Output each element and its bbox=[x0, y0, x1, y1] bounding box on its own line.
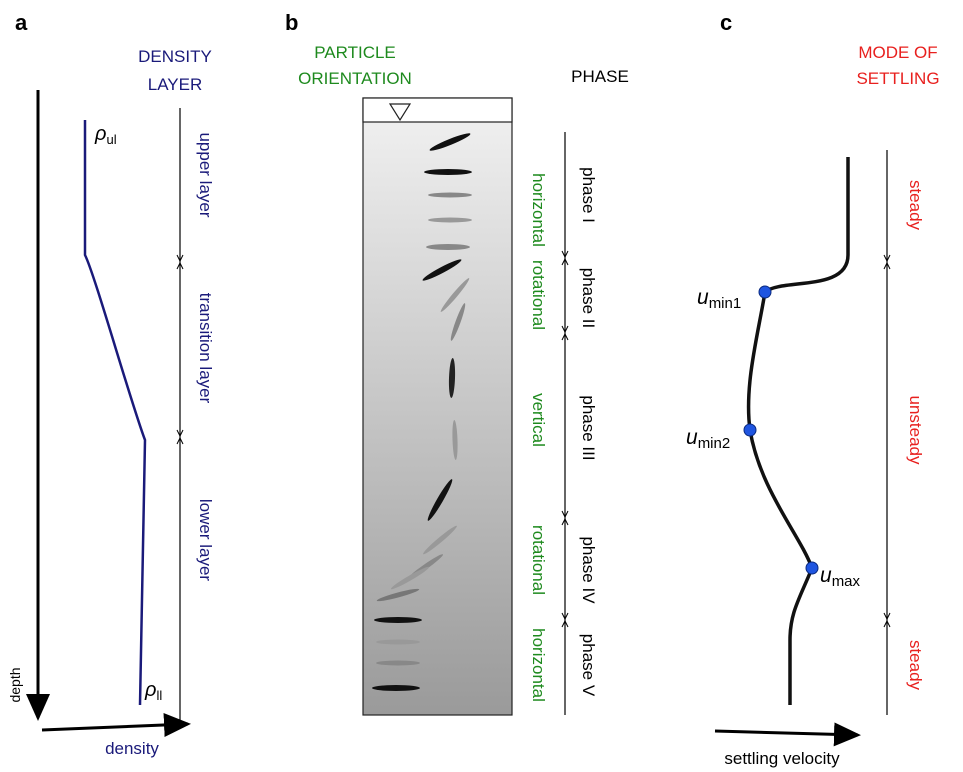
particle bbox=[428, 217, 472, 223]
header: SETTLING bbox=[856, 69, 939, 88]
header: ORIENTATION bbox=[298, 69, 412, 88]
symbol: ρ bbox=[144, 679, 156, 701]
symbol: u bbox=[686, 426, 698, 449]
density-curve bbox=[83, 120, 147, 706]
divider-arrow bbox=[883, 612, 891, 621]
subscript: min2 bbox=[698, 435, 731, 452]
particle bbox=[422, 259, 462, 281]
orientation-label: rotational bbox=[529, 525, 548, 595]
tank bbox=[362, 97, 513, 716]
water-level-marker bbox=[388, 103, 412, 122]
panel-label: c bbox=[720, 10, 732, 35]
layer-label: lower layer bbox=[196, 499, 215, 582]
point bbox=[805, 561, 819, 575]
velocity-axis bbox=[714, 722, 861, 747]
point-label: umax bbox=[820, 564, 861, 590]
point bbox=[758, 285, 772, 299]
particle bbox=[426, 244, 470, 250]
point bbox=[743, 423, 757, 437]
panel-label: a bbox=[15, 10, 28, 35]
layer-label: transition layer bbox=[196, 293, 215, 404]
axis-label: depth bbox=[7, 667, 23, 702]
orientation-label: horizontal bbox=[529, 628, 548, 702]
divider-arrow bbox=[561, 250, 569, 259]
divider-arrow bbox=[561, 325, 569, 334]
density-axis bbox=[41, 712, 191, 737]
phase-label: phase II bbox=[579, 268, 598, 329]
phase-texts: horizontal rotational vertical rotational ho… bbox=[529, 167, 598, 702]
particle bbox=[427, 479, 453, 521]
mode-label: steady bbox=[906, 180, 925, 231]
particle bbox=[423, 525, 457, 555]
divider-arrow bbox=[176, 429, 184, 438]
divider-arrow bbox=[883, 619, 891, 628]
divider-arrow bbox=[883, 254, 891, 263]
particle bbox=[376, 660, 420, 666]
rho-label: ρul bbox=[94, 123, 117, 147]
symbol: ρ bbox=[94, 123, 106, 145]
water-surface bbox=[362, 97, 513, 123]
symbol: u bbox=[820, 564, 832, 587]
particle bbox=[450, 303, 466, 341]
phase-label: phase I bbox=[579, 167, 598, 223]
particle bbox=[376, 588, 420, 602]
axis-label: settling velocity bbox=[724, 749, 840, 768]
particle bbox=[428, 192, 472, 198]
particle bbox=[448, 358, 456, 398]
divider-arrow bbox=[561, 510, 569, 519]
subscript: ll bbox=[156, 688, 162, 703]
panel-label: b bbox=[285, 10, 298, 35]
point-label: umin2 bbox=[686, 426, 730, 452]
mode-label: steady bbox=[906, 640, 925, 691]
subscript: max bbox=[832, 573, 861, 590]
phase-label: phase III bbox=[579, 395, 598, 460]
rho-label: ρll bbox=[144, 679, 162, 703]
point-label: umin1 bbox=[697, 286, 741, 312]
divider-arrow bbox=[561, 517, 569, 526]
particle bbox=[374, 617, 422, 623]
layer-label: upper layer bbox=[196, 132, 215, 217]
divider-arrow bbox=[561, 612, 569, 621]
divider-arrow bbox=[561, 257, 569, 266]
divider-arrow bbox=[176, 254, 184, 263]
mode-ticks bbox=[883, 254, 891, 628]
header: MODE OF bbox=[858, 43, 937, 62]
particle bbox=[452, 420, 458, 460]
particle bbox=[372, 685, 420, 691]
particle bbox=[429, 133, 471, 151]
phase-label: phase V bbox=[579, 634, 598, 697]
velocity-curve bbox=[746, 157, 850, 705]
orientation-label: rotational bbox=[529, 260, 548, 330]
symbol: u bbox=[697, 286, 709, 309]
header: LAYER bbox=[148, 75, 203, 94]
divider-arrow bbox=[176, 261, 184, 270]
particle bbox=[440, 278, 470, 312]
particles bbox=[372, 133, 472, 691]
axis-label: density bbox=[105, 739, 159, 758]
divider-arrow bbox=[561, 332, 569, 341]
particle bbox=[390, 566, 430, 590]
mode-label: unsteady bbox=[906, 396, 925, 465]
divider-arrow bbox=[176, 436, 184, 445]
orientation-label: horizontal bbox=[529, 173, 548, 247]
header: PHASE bbox=[571, 67, 629, 86]
subscript: ul bbox=[106, 132, 116, 147]
particle bbox=[376, 639, 420, 645]
subscript: min1 bbox=[709, 295, 742, 312]
divider-arrow bbox=[883, 261, 891, 270]
phase-label: phase IV bbox=[579, 536, 598, 604]
phase-ticks bbox=[176, 250, 569, 628]
particle bbox=[424, 169, 472, 175]
divider-arrow bbox=[561, 619, 569, 628]
header: DENSITY bbox=[138, 47, 212, 66]
header: PARTICLE bbox=[314, 43, 396, 62]
orientation-label: vertical bbox=[529, 393, 548, 447]
